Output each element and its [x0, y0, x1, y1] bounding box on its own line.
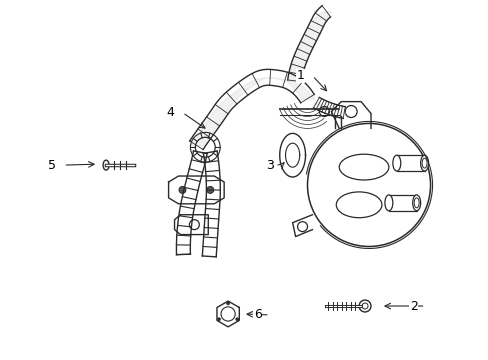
Text: 2: 2	[409, 300, 417, 312]
Circle shape	[235, 318, 238, 321]
Ellipse shape	[392, 155, 400, 171]
Circle shape	[217, 318, 220, 321]
Circle shape	[226, 302, 229, 305]
Polygon shape	[217, 301, 239, 327]
Ellipse shape	[384, 195, 392, 211]
Text: 6: 6	[253, 309, 261, 321]
Ellipse shape	[420, 155, 427, 171]
Ellipse shape	[412, 195, 420, 211]
Text: 4: 4	[166, 106, 174, 119]
Text: 5: 5	[47, 159, 55, 172]
Bar	[388, 195, 416, 211]
Circle shape	[206, 186, 213, 193]
Text: 1: 1	[296, 69, 304, 82]
Text: 3: 3	[265, 159, 273, 172]
Circle shape	[179, 186, 185, 193]
Bar	[396, 155, 424, 171]
